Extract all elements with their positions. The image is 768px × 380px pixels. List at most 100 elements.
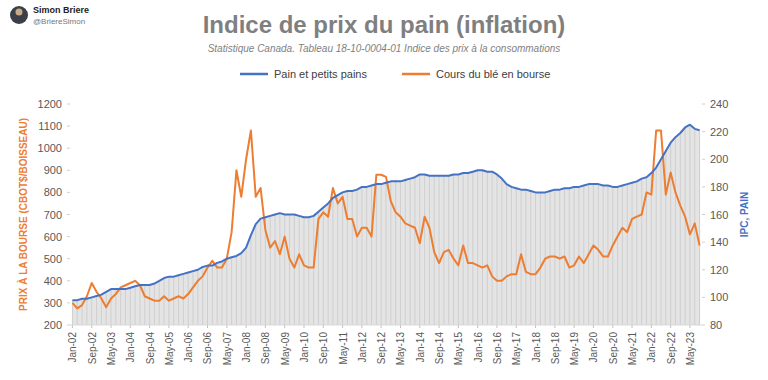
- bar-stripe: [593, 184, 594, 325]
- bar-stripe: [226, 259, 227, 325]
- x-tick-label: May-13: [395, 332, 406, 366]
- bar-stripe: [569, 188, 570, 325]
- y2-tick: [702, 131, 705, 132]
- x-tick-label: Jan-20: [588, 332, 599, 363]
- x-axis-line: [70, 325, 702, 326]
- y2-tick: [702, 269, 705, 270]
- bar-stripe: [414, 177, 415, 325]
- bar-stripe: [550, 191, 551, 325]
- bar-stripe: [559, 190, 560, 325]
- bar-stripe: [410, 179, 411, 325]
- bar-stripe: [477, 170, 478, 325]
- bar-stripe: [651, 173, 652, 325]
- bar-stripe: [675, 137, 676, 325]
- bar-stripe: [294, 215, 295, 326]
- y2-tick-label: 140: [710, 236, 728, 248]
- bar-stripe: [337, 195, 338, 325]
- bar-stripe: [231, 257, 232, 325]
- bar-stripe: [250, 235, 251, 325]
- bar-stripe: [178, 275, 179, 325]
- bar-stripe: [511, 187, 512, 325]
- bar-stripe: [622, 185, 623, 325]
- bar-stripe: [632, 183, 633, 325]
- bar-stripe: [279, 213, 280, 325]
- y-tick: [67, 126, 70, 127]
- x-tick-label: Sep-22: [666, 332, 677, 365]
- x-tick-label: Sep-16: [492, 332, 503, 365]
- x-tick-label: Jan-08: [241, 332, 252, 363]
- y-tick-label: 1200: [38, 98, 62, 110]
- bar-stripe: [535, 192, 536, 325]
- bar-stripe: [275, 215, 276, 326]
- x-tick-label: Jan-12: [357, 332, 368, 363]
- bar-stripe: [139, 285, 140, 325]
- bar-stripe: [86, 299, 87, 325]
- bar-stripe: [342, 192, 343, 325]
- y2-tick: [702, 186, 705, 187]
- y-tick: [67, 170, 70, 171]
- bar-stripe: [506, 184, 507, 325]
- series-line: [72, 131, 699, 309]
- bar-stripe: [164, 278, 165, 325]
- x-tick-label: Jan-06: [183, 332, 194, 363]
- bar-stripe: [270, 216, 271, 325]
- bar-stripe: [284, 215, 285, 326]
- bar-stripe: [130, 288, 131, 325]
- bar-stripe: [241, 253, 242, 325]
- y2-axis-title: IPC, PAIN: [739, 192, 750, 237]
- bar-stripe: [439, 176, 440, 325]
- y2-tick-label: 80: [710, 319, 722, 331]
- bar-stripe: [120, 289, 121, 325]
- bar-stripe: [685, 127, 686, 325]
- plot-area: [72, 125, 699, 325]
- y2-tick-label: 160: [710, 209, 728, 221]
- x-tick-label: Sep-04: [145, 332, 156, 365]
- y-tick: [67, 280, 70, 281]
- bar-stripe: [656, 168, 657, 325]
- y2-tick-label: 120: [710, 264, 728, 276]
- bar-stripe: [91, 297, 92, 325]
- bar-stripe: [332, 198, 333, 325]
- y-tick-label: 600: [44, 231, 62, 243]
- bar-stripe: [260, 219, 261, 325]
- area-fill: [72, 125, 699, 325]
- y-tick: [67, 236, 70, 237]
- bar-stripe: [400, 181, 401, 325]
- subtitle: Statistique Canada. Tableau 18-10-0004-0…: [208, 43, 561, 54]
- bar-stripe: [106, 292, 107, 325]
- bar-stripe: [96, 296, 97, 325]
- legend-label: Cours du blé en bourse: [436, 68, 550, 80]
- bar-stripe: [583, 185, 584, 325]
- chart: Simon Briere@BriereSimonIndice de prix d…: [0, 0, 768, 380]
- bar-stripe: [424, 174, 425, 325]
- y-tick: [67, 258, 70, 259]
- y-tick: [67, 104, 70, 105]
- y-tick-label: 500: [44, 253, 62, 265]
- bar-stripe: [347, 191, 348, 325]
- bar-stripe: [525, 190, 526, 325]
- avatar-face: [16, 9, 23, 16]
- bar-stripe: [154, 284, 155, 325]
- bar-stripe: [540, 192, 541, 325]
- bar-stripe: [405, 180, 406, 325]
- bar-stripe: [308, 217, 309, 325]
- y-tick-label: 300: [44, 297, 62, 309]
- y2-tick: [702, 297, 705, 298]
- x-tick-label: Sep-12: [376, 332, 387, 365]
- bar-stripe: [443, 176, 444, 325]
- y2-tick: [702, 242, 705, 243]
- bar-stripe: [212, 266, 213, 325]
- x-tick-label: Sep-10: [318, 332, 329, 365]
- y2-tick-label: 100: [710, 291, 728, 303]
- bar-stripe: [357, 190, 358, 325]
- bar-stripe: [386, 183, 387, 325]
- legend-swatch: [402, 73, 430, 76]
- bar-stripe: [303, 217, 304, 325]
- y2-tick: [702, 214, 705, 215]
- bar-stripe: [530, 191, 531, 325]
- legend-swatch: [240, 73, 268, 76]
- bar-stripe: [371, 185, 372, 325]
- x-tick-label: May-05: [164, 332, 175, 366]
- legend: Pain et petits painsCours du blé en bour…: [240, 68, 550, 80]
- y-tick-label: 900: [44, 164, 62, 176]
